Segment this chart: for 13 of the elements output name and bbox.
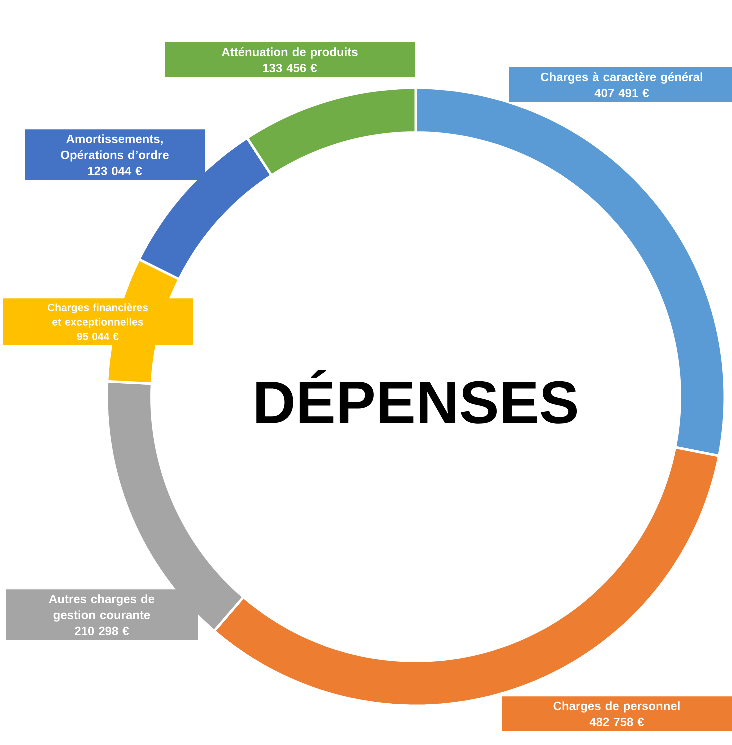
data-label: 123 044 € — [88, 166, 142, 176]
slice-label: Amortissements, Opérations d’ordre — [61, 134, 169, 162]
slice-label: Autres charges de gestion courante — [49, 594, 155, 622]
slice-label: Atténuation de produits — [222, 48, 358, 59]
slice-label: Charges à caractère général — [541, 72, 702, 84]
data-label: 407 491 € — [594, 88, 650, 98]
data-label: 95 044 € — [77, 332, 119, 340]
data-label: 482 758 € — [590, 718, 644, 726]
text: DÉPENSES — [256, 370, 578, 424]
data-label: 133 456 € — [263, 64, 318, 72]
slice-label: Charges de personnel — [554, 702, 680, 713]
data-label: 210 298 € — [75, 626, 130, 636]
slice-label: Charges financières et exceptionnelles — [48, 304, 148, 328]
